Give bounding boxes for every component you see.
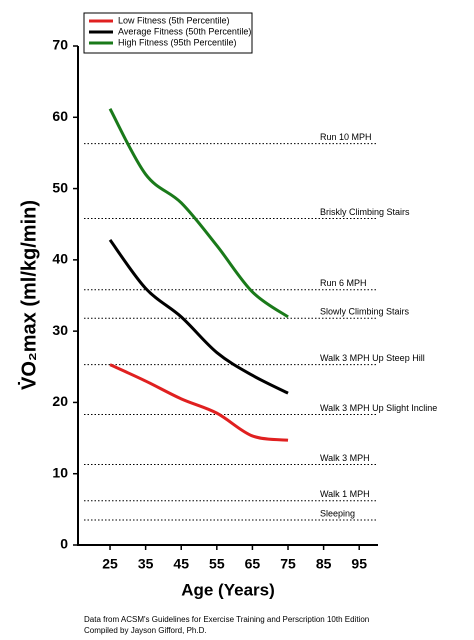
legend-label: High Fitness (95th Percentile) <box>118 37 237 47</box>
reference-label: Run 10 MPH <box>320 132 372 142</box>
data-line <box>108 239 289 395</box>
x-tick-label: 25 <box>102 556 118 572</box>
reference-label: Slowly Climbing Stairs <box>320 307 410 317</box>
y-tick-label: 0 <box>60 536 68 552</box>
reference-label: Walk 1 MPH <box>320 489 370 499</box>
x-tick-label: 75 <box>280 556 296 572</box>
x-tick-label: 55 <box>209 556 225 572</box>
reference-label: Briskly Climbing Stairs <box>320 207 410 217</box>
data-line <box>108 108 289 319</box>
x-tick-label: 85 <box>316 556 332 572</box>
x-tick-label: 35 <box>138 556 154 572</box>
y-tick-label: 30 <box>52 322 68 338</box>
reference-label: Run 6 MPH <box>320 278 367 288</box>
y-axis-label: V̇O₂max (ml/kg/min) <box>16 200 40 390</box>
reference-label: Walk 3 MPH Up Steep Hill <box>320 353 425 363</box>
reference-label: Sleeping <box>320 508 355 518</box>
x-axis-label: Age (Years) <box>181 580 275 599</box>
y-tick-label: 40 <box>52 251 68 267</box>
x-tick-label: 45 <box>173 556 189 572</box>
footnote: Data from ACSM's Guidelines for Exercise… <box>84 615 369 624</box>
y-tick-label: 60 <box>52 108 68 124</box>
footnote: Compiled by Jayson Gifford, Ph.D. <box>84 626 207 635</box>
reference-label: Walk 3 MPH Up Slight Incline <box>320 403 437 413</box>
y-tick-label: 10 <box>52 464 68 480</box>
y-tick-label: 20 <box>52 393 68 409</box>
x-tick-label: 65 <box>245 556 261 572</box>
y-tick-label: 50 <box>52 179 68 195</box>
data-line <box>109 363 289 442</box>
legend-label: Average Fitness (50th Percentile) <box>118 26 251 36</box>
legend-label: Low Fitness (5th Percentile) <box>118 15 230 25</box>
reference-label: Walk 3 MPH <box>320 453 370 463</box>
y-tick-label: 70 <box>52 37 68 53</box>
x-tick-label: 95 <box>351 556 367 572</box>
